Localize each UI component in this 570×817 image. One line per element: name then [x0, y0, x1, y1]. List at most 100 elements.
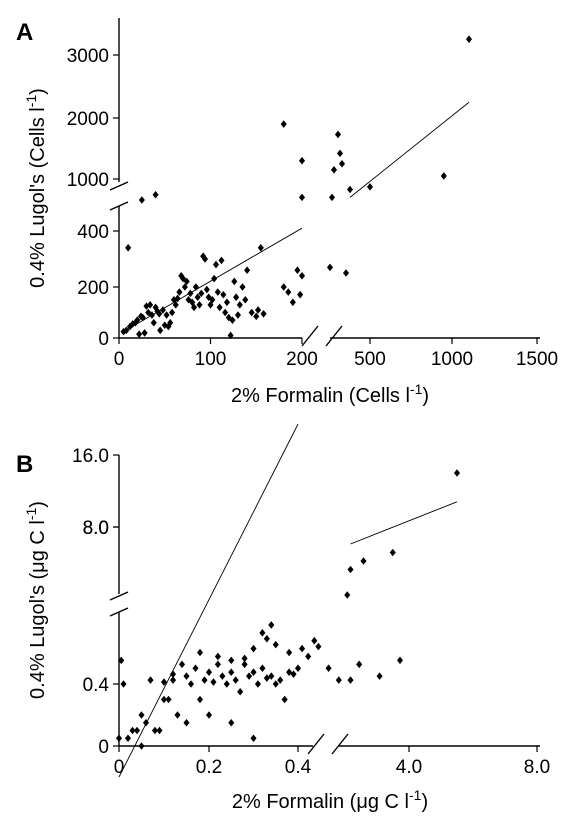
panel-a-data-point [285, 288, 292, 296]
panel-b-data-point [376, 672, 383, 680]
panel-a-data-point [129, 320, 136, 328]
panel-a-data-point [244, 266, 251, 274]
panel-a-data-point [203, 285, 210, 294]
panel-b-data-point [344, 591, 351, 599]
panel-a-y-tick-label: 200 [77, 278, 109, 299]
panel-a-data-point [234, 311, 241, 319]
panel-a-data-point [229, 316, 236, 324]
panel-b-data-point [138, 742, 145, 750]
panel-a-data-point [330, 166, 338, 174]
panel-b-data-point [151, 726, 159, 735]
panel-a-data-point [214, 288, 221, 296]
panel-a-data-point [298, 272, 306, 280]
panel-b-x-tick-label: 8.0 [524, 757, 550, 778]
panel-a: A 0 200 400 1000 2000 3000 0 100 200 500 1000 1500… [16, 18, 558, 407]
panel-a-y-ticks: 0 200 400 1000 2000 3000 [67, 46, 119, 350]
panel-a-data-point [189, 298, 196, 307]
panel-a-fit-lines [123, 101, 470, 333]
panel-a-data-point [212, 260, 220, 269]
panel-b-fit-line-lower [118, 423, 299, 778]
panel-a-data-point [336, 149, 344, 158]
panel-b-y-break-bottom [109, 607, 129, 617]
panel-b-data-point [263, 634, 270, 643]
panel-b-data-point [237, 687, 244, 696]
panel-b-data-point [183, 672, 190, 680]
panel-a-x-break-left [301, 325, 319, 347]
panel-a-data-point [181, 283, 188, 291]
panel-b-data-point [268, 621, 275, 629]
panel-a-data-point [123, 326, 130, 335]
panel-a-data-point [218, 256, 225, 265]
panel-b-data-point [201, 676, 208, 684]
panel-a-data-point [207, 301, 214, 309]
panel-b-data-point [286, 648, 293, 657]
panel-a-data-point [125, 244, 132, 252]
panel-b-data-point [254, 680, 261, 688]
panel-a-data-point [174, 294, 181, 303]
panel-a-data-point [172, 301, 179, 309]
panel-a-data-point [280, 283, 287, 291]
panel-a-data-point [280, 120, 287, 128]
panel-b-x-tick-label: 4.0 [396, 757, 422, 778]
panel-b-data-point [277, 676, 284, 684]
panel-b-data-point [192, 664, 199, 673]
panel-a-data-point [139, 313, 146, 322]
panel-a-data-point [298, 156, 306, 165]
panel-a-data-point [342, 269, 350, 277]
panel-b-data-point [228, 656, 235, 665]
panel-a-data-point [152, 190, 159, 199]
panel-a-data-point [169, 308, 176, 317]
panel-a-data-point [242, 295, 249, 304]
panel-b-y-tick-label: 8.0 [83, 518, 109, 539]
panel-a-data-point [134, 316, 141, 324]
panel-b-data-point [347, 565, 354, 574]
panel-b-data-point [325, 664, 332, 673]
panel-a-y-tick-label: 3000 [67, 46, 109, 67]
panel-a-data-point [211, 274, 218, 283]
panel-a-y-axis-title: 0.4% Lugol's (Cells l-1) [23, 88, 49, 288]
panel-a-data-point [260, 309, 267, 318]
panel-b-data-point [214, 652, 221, 661]
panel-a-data-point [223, 298, 231, 307]
panel-b-data-point [311, 636, 318, 645]
panel-b-data-point [214, 660, 221, 669]
panel-b-y-ticks: 00.48.08.016.0 [72, 446, 119, 758]
panel-a-data-point [233, 293, 240, 301]
panel-a-data-point [148, 311, 155, 319]
panel-a-data-point [150, 318, 157, 327]
panel-a-data-point [346, 185, 354, 194]
panel-b-data-point [250, 734, 257, 743]
panel-a-x-tick-label: 1500 [516, 349, 558, 370]
panel-a-data-point [216, 303, 223, 312]
panel-a-data-point [120, 327, 127, 336]
panel-b-data-point [156, 726, 163, 735]
panel-b-data-point [335, 676, 342, 684]
panel-b-x-break-right [331, 733, 349, 755]
panel-b-data-point [219, 672, 226, 680]
panel-a-data-point [187, 289, 194, 298]
panel-a-data-point [440, 172, 447, 180]
panel-b-data-point [129, 726, 136, 735]
panel-b-x-tick-label: 0.4 [285, 757, 312, 778]
panel-a-x-tick-label: 0 [114, 349, 125, 370]
panel-b-y-break-top [109, 591, 129, 601]
panel-a-data-point [198, 289, 205, 298]
panel-b-data-point [250, 644, 257, 653]
panel-a-points [120, 35, 473, 340]
panel-a-data-point [132, 318, 139, 327]
panel-a-data-point [465, 35, 473, 43]
panel-b-data-point [196, 648, 204, 657]
panel-b-x-axis-title: 2% Formalin (μg C l-1) [232, 787, 428, 813]
panel-b-data-point [263, 674, 270, 682]
panel-a-data-point [255, 306, 262, 314]
panel-a-data-point [209, 295, 216, 304]
panel-b-data-point [241, 660, 248, 669]
panel-a-data-point [190, 303, 198, 312]
panel-b-data-point [210, 678, 217, 686]
panel-b-data-point [286, 668, 293, 676]
panel-b-y-tick-label: 0 [98, 737, 109, 758]
panel-a-data-point [239, 283, 246, 291]
panel-a-data-point [222, 308, 229, 317]
panel-a-x-tick-label: 500 [354, 349, 386, 370]
panel-b-data-point [294, 664, 302, 673]
